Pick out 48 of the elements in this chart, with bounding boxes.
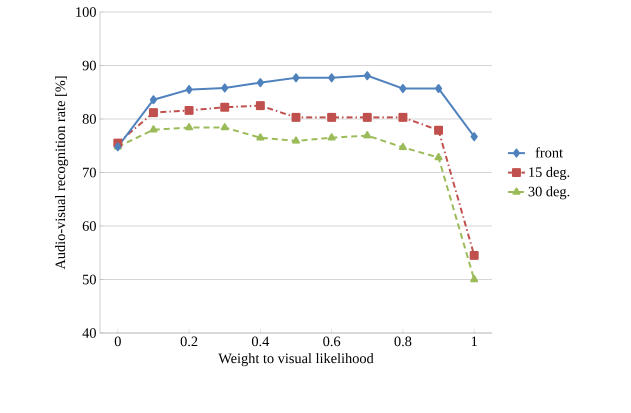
point <box>256 133 264 140</box>
point <box>221 83 228 92</box>
y-tick-label: 60 <box>82 221 96 231</box>
point <box>292 73 300 82</box>
x-tick-label: 0.2 <box>180 336 198 346</box>
point <box>220 123 229 130</box>
y-tick-label: 100 <box>76 7 96 17</box>
point <box>434 84 442 93</box>
x-tick-label: 0 <box>114 336 121 346</box>
point <box>256 101 265 110</box>
point <box>362 112 372 122</box>
legend-label: front <box>536 147 563 158</box>
legend-label: 15 deg. <box>529 166 570 180</box>
x-tick-label: 0.4 <box>252 336 270 346</box>
point <box>470 275 478 282</box>
y-tick-label: 50 <box>82 274 96 284</box>
point <box>292 112 300 122</box>
x-axis-title: Weight to visual likelihood <box>218 353 374 366</box>
point <box>364 71 371 80</box>
point <box>434 126 444 135</box>
point <box>256 78 264 88</box>
x-tick-label: 0.8 <box>394 336 412 346</box>
point <box>399 84 407 93</box>
point <box>328 133 336 140</box>
point <box>470 132 478 142</box>
point <box>434 153 443 160</box>
legend-label: 30 deg. <box>528 186 570 200</box>
point <box>148 108 158 118</box>
point <box>470 250 479 260</box>
point <box>327 112 336 122</box>
y-tick-label: 40 <box>82 328 96 338</box>
point <box>328 73 336 82</box>
x-tick-label: 1 <box>472 336 477 346</box>
y-tick-label: 70 <box>83 168 96 178</box>
point <box>398 112 408 122</box>
point <box>149 125 158 132</box>
x-tick-label: 0.6 <box>323 336 340 346</box>
point <box>150 95 158 104</box>
point <box>185 85 193 94</box>
y-tick-label: 90 <box>82 60 96 70</box>
point <box>184 106 194 115</box>
point <box>185 123 194 130</box>
y-tick-label: 80 <box>82 114 96 124</box>
point <box>292 136 300 144</box>
point <box>363 131 372 138</box>
point <box>398 142 407 150</box>
point <box>220 102 230 112</box>
y-axis-title: Audio-visual recognition rate [%] <box>55 76 68 270</box>
